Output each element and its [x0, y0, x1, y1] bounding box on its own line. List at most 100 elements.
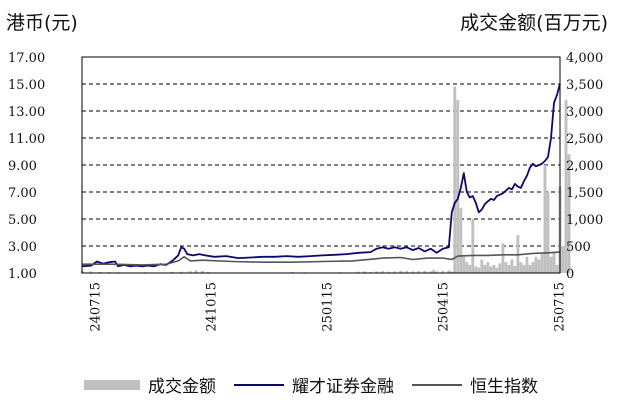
y-left-tick-label: 5.00 [8, 213, 37, 228]
volume-bars [80, 86, 571, 273]
volume-bar [423, 270, 427, 273]
legend-swatch-index [412, 383, 462, 386]
volume-bar [188, 271, 192, 273]
volume-bar [417, 271, 421, 273]
volume-bar [200, 270, 204, 273]
volume-bar [450, 271, 454, 273]
tick-labels: 1.00 3.00 5.00 7.00 9.00 11.00 13.00 15.00 17.00… [8, 51, 603, 332]
volume-bar [489, 266, 493, 273]
volume-bar [513, 265, 517, 273]
y-right-tick-label: 3,000 [566, 105, 603, 120]
y-left-tick-label: 11.00 [8, 132, 45, 147]
y-right-tick-label: 1,500 [566, 186, 603, 201]
volume-bar [483, 264, 487, 273]
volume-bar [501, 243, 505, 273]
y-right-tick-label: 2,500 [566, 132, 603, 147]
volume-bar [525, 256, 529, 273]
volume-bar [564, 100, 568, 273]
volume-bar [486, 262, 490, 273]
volume-bar [465, 262, 469, 273]
legend-swatch-stock [234, 383, 284, 386]
volume-bar [363, 271, 367, 273]
volume-bar [462, 256, 466, 273]
legend-label-volume: 成交金额 [148, 377, 216, 397]
y-left-tick-label: 3.00 [8, 240, 37, 255]
y-left-tick-label: 15.00 [8, 78, 45, 93]
y-left-tick-label: 1.00 [8, 267, 37, 282]
x-tick-label: 250115 [321, 282, 336, 332]
y-left-tick-label: 7.00 [8, 186, 37, 201]
volume-bar [206, 271, 210, 273]
volume-bar [98, 271, 102, 273]
volume-bar [432, 269, 436, 273]
volume-bar [492, 264, 496, 273]
plot-frame [81, 56, 561, 274]
volume-bar [357, 271, 361, 273]
y-left-tick-label: 17.00 [8, 51, 45, 66]
y-left-tick-label: 13.00 [8, 105, 45, 120]
volume-bar [369, 271, 373, 273]
volume-bar [561, 246, 565, 273]
volume-bar [459, 208, 463, 273]
volume-bar [107, 271, 111, 273]
series-line-index [82, 251, 561, 266]
volume-bar [522, 264, 526, 273]
volume-bar [540, 254, 544, 273]
volume-bar [510, 259, 514, 273]
volume-bar [405, 271, 409, 273]
legend-item-volume: 成交金额 [84, 372, 216, 397]
volume-bar [435, 271, 439, 273]
volume-bar [537, 259, 541, 273]
volume-bar [393, 271, 397, 273]
legend: 成交金额 耀才证券金融 恒生指数 [0, 372, 622, 397]
legend-item-index: 恒生指数 [412, 372, 538, 397]
volume-bar [456, 100, 460, 273]
x-tick-label: 250715 [553, 282, 568, 332]
x-tick-label: 250415 [437, 282, 452, 332]
volume-bar [399, 270, 403, 273]
plot-border [81, 56, 561, 274]
y-right-tick-label: 2,000 [566, 159, 603, 174]
volume-bar [495, 267, 499, 273]
volume-bar [453, 86, 457, 273]
left-axis-unit: 港币(元) [6, 12, 78, 34]
x-tick-label: 240715 [89, 282, 104, 332]
legend-item-stock: 耀才证券金融 [234, 372, 394, 397]
chart: 1.00 3.00 5.00 7.00 9.00 11.00 13.00 15.00 17.00… [8, 51, 603, 332]
volume-bar [474, 266, 478, 273]
volume-bar [170, 271, 174, 273]
volume-bar [468, 264, 472, 273]
volume-bar [549, 256, 553, 273]
volume-bar [498, 263, 502, 273]
y-right-tick-label: 0 [566, 267, 574, 282]
y-right-tick-label: 1,000 [566, 213, 603, 228]
volume-bar [519, 262, 523, 273]
volume-bar [441, 270, 445, 273]
y-right-tick-label: 3,500 [566, 78, 603, 93]
volume-bar [567, 154, 571, 273]
volume-bar [411, 271, 415, 273]
volume-bar [381, 271, 385, 273]
y-right-tick-label: 500 [566, 240, 591, 255]
right-axis-unit: 成交金额(百万元) [460, 12, 608, 34]
volume-bar [291, 271, 294, 273]
volume-bar [477, 267, 481, 273]
volume-bar [528, 264, 532, 273]
volume-bar [480, 259, 484, 273]
y-left-tick-label: 9.00 [8, 159, 37, 174]
legend-label-stock: 耀才证券金融 [292, 377, 394, 397]
volume-bar [429, 271, 433, 273]
volume-bar [375, 271, 379, 273]
volume-bar [531, 262, 535, 273]
volume-bar [387, 271, 391, 273]
legend-label-index: 恒生指数 [470, 377, 538, 397]
volume-bar [534, 256, 538, 273]
volume-bar [543, 165, 547, 273]
volume-bar [507, 264, 511, 273]
volume-bar [504, 262, 508, 273]
x-tick-label: 241015 [205, 282, 220, 332]
volume-bar [89, 271, 93, 273]
volume-bar [552, 251, 556, 273]
y-right-tick-label: 4,000 [566, 51, 603, 66]
volume-bar [447, 270, 451, 273]
